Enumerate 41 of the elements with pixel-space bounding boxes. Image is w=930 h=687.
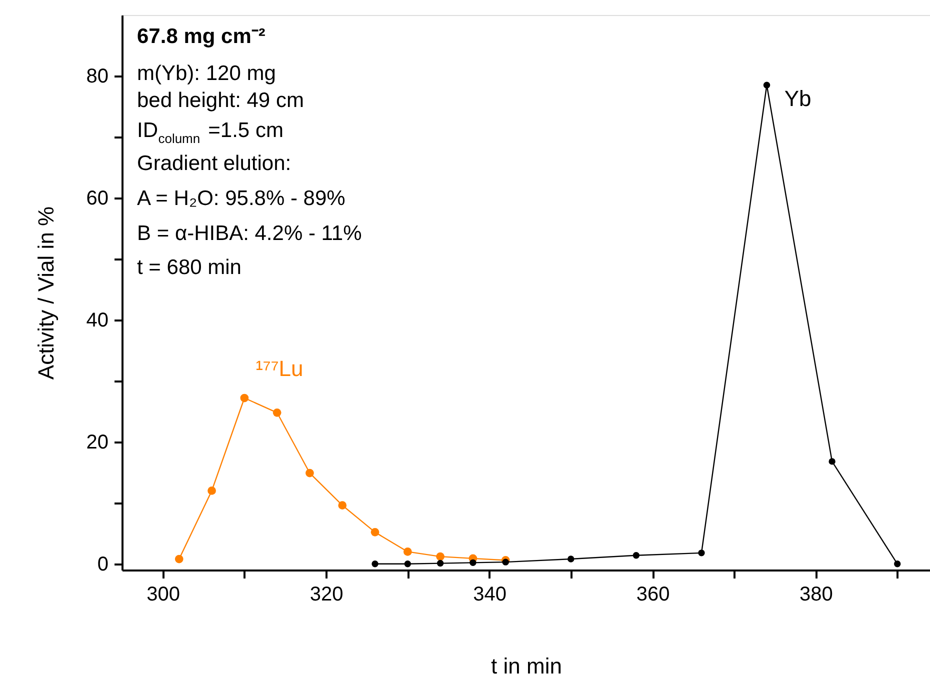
x-tick-label: 320 (310, 584, 344, 606)
point (370, 528, 380, 536)
point (698, 550, 705, 556)
annotation: m(Yb): 120 mg (137, 62, 276, 85)
point (632, 552, 640, 559)
point (568, 556, 574, 562)
y-tick-label: 0 (97, 553, 108, 576)
x-tick-label: 380 (800, 584, 833, 606)
y-axis-title: Activity / Vial in % (33, 206, 58, 380)
point (894, 560, 901, 568)
point (208, 486, 216, 495)
point (272, 408, 282, 417)
point (306, 468, 314, 478)
point (828, 458, 836, 465)
y-tick-label: 20 (86, 431, 108, 454)
point (174, 554, 184, 564)
annotation: Gradient elution: (137, 152, 292, 175)
y-tick-label: 80 (86, 65, 108, 88)
point (436, 552, 444, 561)
point (404, 560, 412, 568)
point (240, 394, 249, 402)
y-tick-label: 40 (86, 309, 108, 332)
series-label: ¹⁷⁷Lu (256, 356, 304, 382)
y-tick-label: 60 (86, 187, 108, 210)
point (403, 548, 412, 556)
point (470, 559, 476, 566)
x-axis-title: t in min (491, 654, 562, 678)
x-tick-label: 360 (636, 584, 670, 606)
annotation: 67.8 mg cm⁻² (137, 25, 266, 48)
point (763, 82, 770, 88)
point (502, 558, 509, 566)
point (436, 560, 444, 567)
annotation: bed height: 49 cm (137, 89, 304, 112)
x-tick-label: 340 (473, 584, 506, 606)
x-tick-label: 300 (146, 584, 180, 606)
annotation: A = H₂O: 95.8% - 89% (137, 187, 346, 210)
annotation: B = α-HIBA: 4.2% - 11% (137, 222, 362, 245)
point (372, 560, 378, 568)
annotation: t = 680 min (137, 256, 242, 279)
series-label: Yb (784, 86, 812, 112)
point (338, 501, 347, 510)
